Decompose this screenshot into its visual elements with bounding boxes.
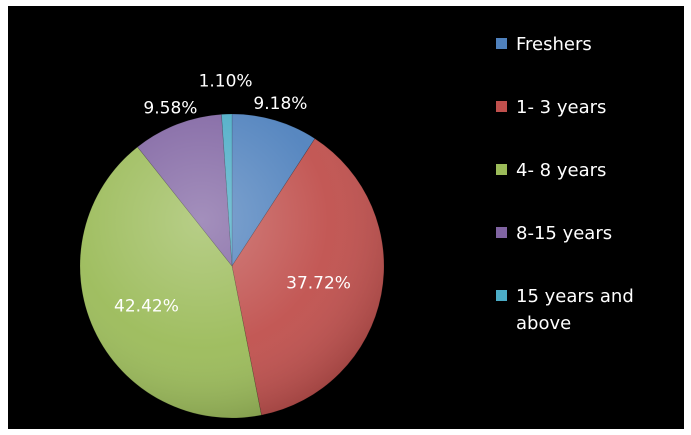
legend-label-1: Freshers xyxy=(516,34,592,55)
data-labels: 9.18% 37.72% 42.42% 9.58%1.10% xyxy=(114,72,351,317)
data-label-4: 9.58% xyxy=(143,98,197,118)
data-label-5: 1.10% xyxy=(199,72,253,92)
legend-label-5-line-2: above xyxy=(516,313,571,334)
chart-area: 9.18% 37.72% 42.42% 9.58% 1.10% Freshers 1- 3… xyxy=(8,6,684,429)
legend-label-4: 8-15 years xyxy=(516,223,612,244)
data-label-3: 42.42% xyxy=(114,297,179,317)
legend-label-2: 1- 3 years xyxy=(516,97,606,118)
pie-slices xyxy=(79,113,385,419)
legend-label-5-line-1: 15 years and xyxy=(516,286,634,307)
legend-swatch-3 xyxy=(496,164,507,175)
legend-swatch-1 xyxy=(496,38,507,49)
legend-swatch-4 xyxy=(496,227,507,238)
data-label-2: 37.72% xyxy=(286,274,351,294)
legend: Freshers 1- 3 years 4- 8 years 8-15 years 15… xyxy=(496,34,634,334)
pie-chart: 9.18% 37.72% 42.42% 9.58%1.10% Freshers 1- 3… xyxy=(79,34,634,419)
legend-label-3: 4- 8 years xyxy=(516,160,606,181)
legend-swatch-2 xyxy=(496,101,507,112)
legend-swatch-5 xyxy=(496,290,507,301)
data-label-1: 9.18% xyxy=(253,94,307,114)
